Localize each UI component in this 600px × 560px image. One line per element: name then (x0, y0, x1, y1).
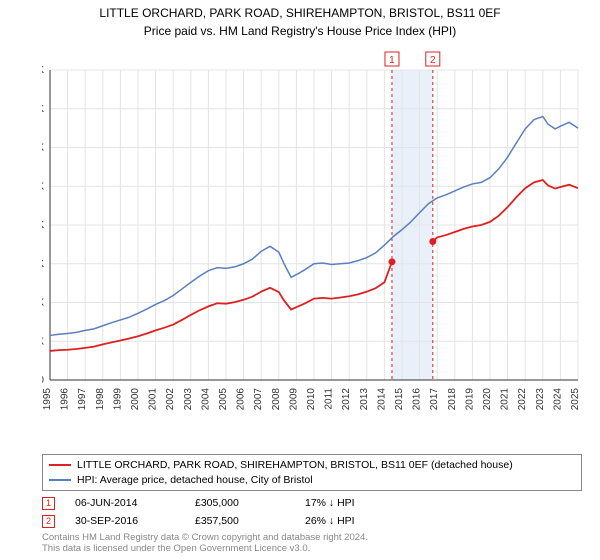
svg-text:2021: 2021 (500, 388, 511, 411)
svg-text:2019: 2019 (464, 388, 475, 411)
svg-text:2020: 2020 (482, 388, 493, 411)
legend-label-hpi: HPI: Average price, detached house, City… (77, 473, 313, 488)
svg-text:1996: 1996 (60, 388, 71, 411)
svg-text:£100K: £100K (42, 336, 44, 347)
svg-text:2003: 2003 (183, 388, 194, 411)
sale-marker-1: 1 (42, 497, 55, 510)
sale-marker-2-num: 2 (46, 516, 51, 526)
footer-line2: This data is licensed under the Open Gov… (42, 543, 368, 554)
svg-text:2024: 2024 (552, 388, 563, 411)
svg-text:2014: 2014 (376, 388, 387, 411)
legend-row-property: LITTLE ORCHARD, PARK ROAD, SHIREHAMPTON,… (49, 458, 575, 473)
sale-price-2: £357,500 (195, 515, 285, 527)
svg-text:2004: 2004 (200, 388, 211, 411)
svg-text:1999: 1999 (112, 388, 123, 411)
svg-text:2010: 2010 (306, 388, 317, 411)
svg-text:2: 2 (430, 55, 436, 66)
sale-diff-2: 26% ↓ HPI (305, 515, 425, 527)
legend-row-hpi: HPI: Average price, detached house, City… (49, 473, 575, 488)
svg-text:1998: 1998 (95, 388, 106, 411)
svg-text:£800K: £800K (42, 65, 44, 76)
chart-container: LITTLE ORCHARD, PARK ROAD, SHIREHAMPTON,… (0, 0, 600, 560)
legend-label-property: LITTLE ORCHARD, PARK ROAD, SHIREHAMPTON,… (77, 458, 513, 473)
sale-date-1: 06-JUN-2014 (75, 497, 175, 509)
svg-text:2006: 2006 (236, 388, 247, 411)
svg-text:£700K: £700K (42, 104, 44, 115)
svg-text:2011: 2011 (324, 388, 335, 410)
legend-swatch-property (49, 464, 71, 466)
svg-text:2015: 2015 (394, 388, 405, 411)
svg-text:2012: 2012 (341, 388, 352, 411)
svg-text:2025: 2025 (570, 388, 581, 411)
sale-price-1: £305,000 (195, 497, 285, 509)
legend-swatch-hpi (49, 479, 71, 481)
svg-text:£0: £0 (42, 375, 44, 386)
chart-plot-area: £0 £100K £200K £300K £400K £500K £600K £700K £80… (42, 50, 582, 420)
footer-line1: Contains HM Land Registry data © Crown c… (42, 532, 368, 543)
sale-marker-1-num: 1 (46, 498, 51, 508)
sales-table: 1 06-JUN-2014 £305,000 17% ↓ HPI 2 30-SE… (42, 494, 582, 530)
svg-text:1997: 1997 (77, 388, 88, 411)
svg-text:2017: 2017 (429, 388, 440, 411)
svg-text:2001: 2001 (148, 388, 159, 411)
svg-text:2023: 2023 (535, 388, 546, 411)
legend-box: LITTLE ORCHARD, PARK ROAD, SHIREHAMPTON,… (42, 454, 582, 491)
svg-text:£400K: £400K (42, 220, 44, 231)
svg-text:2002: 2002 (165, 388, 176, 411)
sale-diff-1: 17% ↓ HPI (305, 497, 425, 509)
svg-text:£300K: £300K (42, 259, 44, 270)
svg-text:2009: 2009 (288, 388, 299, 411)
sale-date-2: 30-SEP-2016 (75, 515, 175, 527)
chart-title-line1: LITTLE ORCHARD, PARK ROAD, SHIREHAMPTON,… (0, 0, 600, 22)
sale-marker-2: 2 (42, 515, 55, 528)
svg-text:2008: 2008 (271, 388, 282, 411)
svg-text:2022: 2022 (517, 388, 528, 411)
sale-row-2: 2 30-SEP-2016 £357,500 26% ↓ HPI (42, 512, 582, 530)
svg-text:£200K: £200K (42, 298, 44, 309)
chart-title-line2: Price paid vs. HM Land Registry's House … (0, 22, 600, 38)
svg-text:£500K: £500K (42, 181, 44, 192)
svg-text:2016: 2016 (412, 388, 423, 411)
svg-text:2005: 2005 (218, 388, 229, 411)
sale-row-1: 1 06-JUN-2014 £305,000 17% ↓ HPI (42, 494, 582, 512)
svg-text:2007: 2007 (253, 388, 264, 411)
footer-attribution: Contains HM Land Registry data © Crown c… (42, 532, 368, 555)
svg-text:2018: 2018 (447, 388, 458, 411)
svg-text:1995: 1995 (42, 388, 53, 411)
svg-text:2000: 2000 (130, 388, 141, 411)
svg-text:£600K: £600K (42, 143, 44, 154)
svg-text:1: 1 (389, 55, 395, 66)
chart-svg: £0 £100K £200K £300K £400K £500K £600K £700K £80… (42, 50, 582, 420)
svg-text:2013: 2013 (359, 388, 370, 411)
